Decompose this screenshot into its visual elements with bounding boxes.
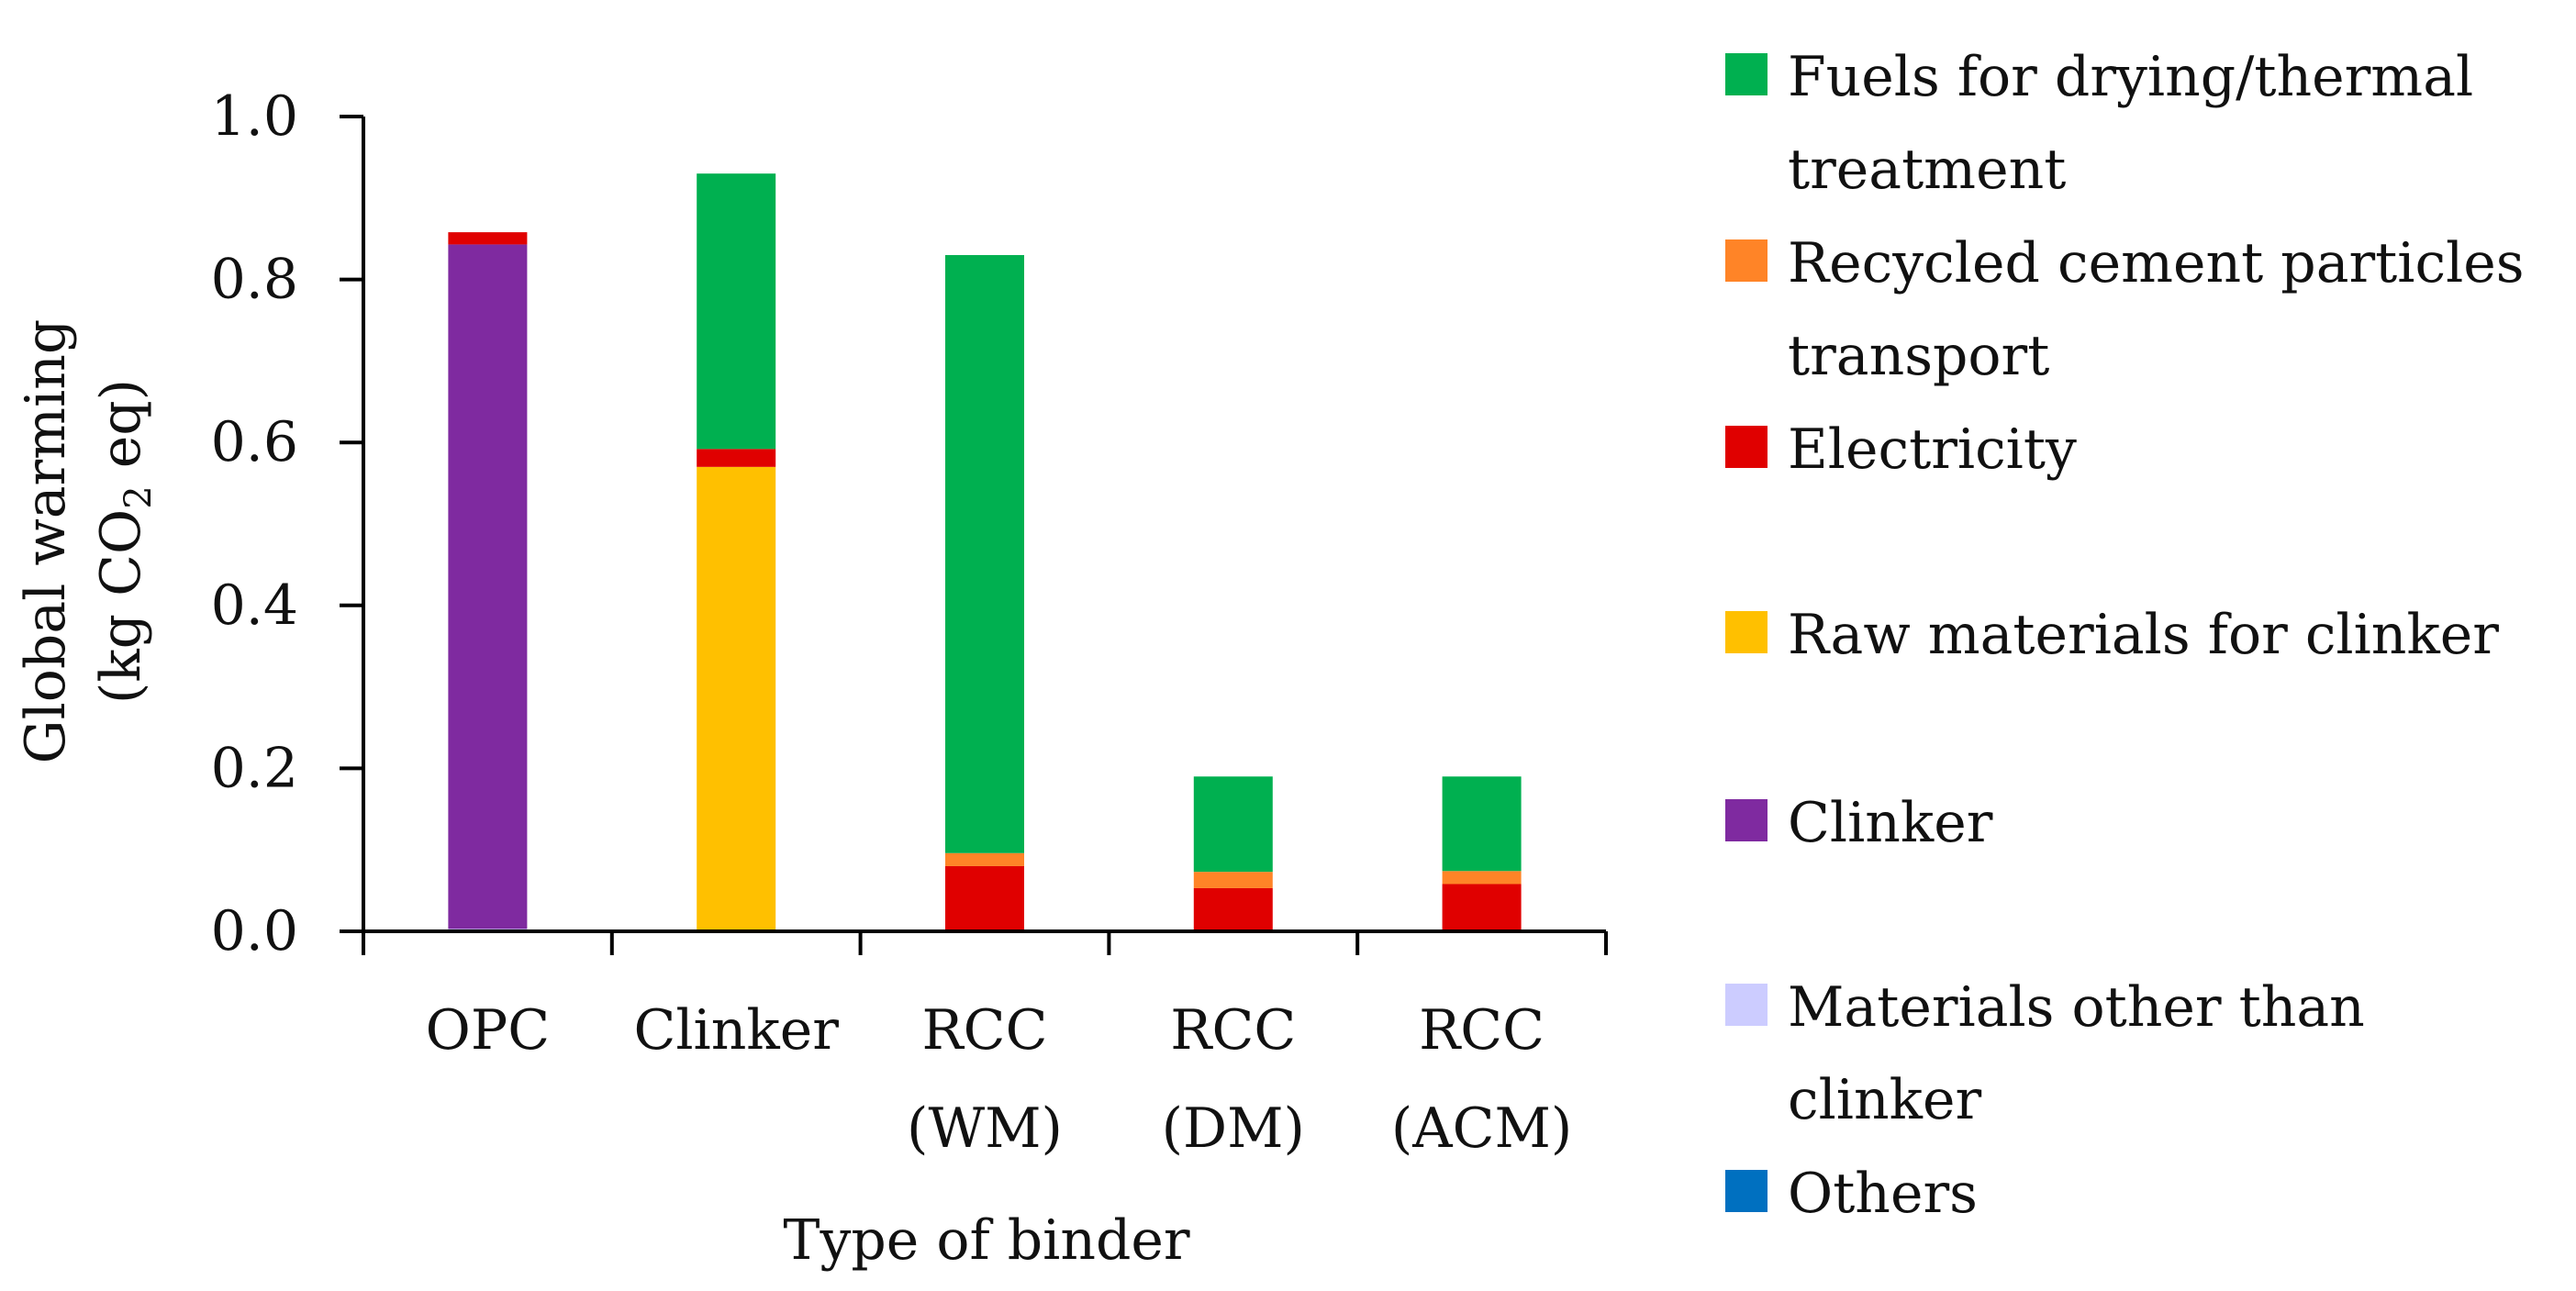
legend-label-1-line2: transport bbox=[1788, 324, 2049, 388]
y-axis-title-line1: Global warming bbox=[14, 319, 78, 764]
y-tick-label-1: 0.2 bbox=[211, 736, 298, 800]
x-tick-label-1: Clinker bbox=[633, 998, 839, 1063]
x-tick-label-3: RCC bbox=[1170, 998, 1296, 1063]
legend-label-3: Raw materials for clinker bbox=[1788, 603, 2499, 667]
x-tick-label-2-line2: (WM) bbox=[907, 1096, 1063, 1161]
x-tick-label-0: OPC bbox=[426, 998, 550, 1063]
legend-swatch-2 bbox=[1725, 426, 1768, 468]
bars-layer bbox=[448, 173, 1522, 931]
bar-segment-6-cat-4 bbox=[1442, 776, 1522, 872]
y-tick-label-2: 0.4 bbox=[211, 573, 298, 638]
bar-segment-4-cat-4 bbox=[1442, 884, 1522, 931]
bar-segment-6-cat-3 bbox=[1193, 776, 1273, 873]
legend-swatch-5 bbox=[1725, 984, 1768, 1026]
x-tick-label-3-line2: (DM) bbox=[1162, 1096, 1305, 1161]
legend-label-0: Fuels for drying/thermal bbox=[1788, 45, 2473, 109]
legend: Fuels for drying/thermal treatment Recycle… bbox=[1725, 45, 2525, 1226]
y-tick-label-0: 0.0 bbox=[211, 899, 298, 963]
bar-segment-4-cat-0 bbox=[448, 232, 528, 245]
bar-segment-6-cat-1 bbox=[697, 173, 776, 450]
legend-swatch-6 bbox=[1725, 1170, 1768, 1212]
bar-segment-2-cat-0 bbox=[448, 244, 528, 929]
legend-label-4: Clinker bbox=[1788, 791, 1993, 855]
x-tick-label-4: RCC bbox=[1419, 998, 1544, 1063]
y-tick-label-4: 0.8 bbox=[211, 248, 298, 312]
y-axis-title-line2: (kg CO2 eq) bbox=[89, 379, 160, 704]
legend-label-5: Materials other than bbox=[1788, 975, 2365, 1040]
legend-swatch-1 bbox=[1725, 239, 1768, 282]
legend-swatch-4 bbox=[1725, 799, 1768, 841]
legend-swatch-3 bbox=[1725, 611, 1768, 653]
axes-layer: OPC Clinker RCC (WM) RCC (DM) RCC (ACM) 0.0 0.2 0.… bbox=[211, 84, 1608, 1161]
legend-label-0-line2: treatment bbox=[1788, 138, 2066, 202]
legend-swatch-0 bbox=[1725, 53, 1768, 95]
y-tick-label-5: 1.0 bbox=[211, 84, 298, 149]
legend-label-5-line2: clinker bbox=[1788, 1068, 1981, 1132]
bar-segment-4-cat-2 bbox=[945, 865, 1024, 931]
bar-segment-3-cat-1 bbox=[697, 466, 776, 931]
x-axis-title: Type of binder bbox=[783, 1208, 1189, 1273]
y-axis-title-subscript: 2 bbox=[117, 485, 160, 508]
legend-label-2: Electricity bbox=[1788, 417, 2077, 482]
legend-label-1: Recycled cement particles bbox=[1788, 231, 2525, 295]
bar-segment-4-cat-3 bbox=[1193, 887, 1273, 931]
bar-segment-4-cat-1 bbox=[697, 449, 776, 467]
y-axis-title-prefix: (kg CO bbox=[89, 509, 153, 704]
x-tick-label-2: RCC bbox=[922, 998, 1048, 1063]
y-tick-label-3: 0.6 bbox=[211, 410, 298, 474]
y-axis-title-suffix: eq) bbox=[89, 379, 153, 485]
bar-segment-5-cat-2 bbox=[945, 852, 1024, 866]
x-tick-label-4-line2: (ACM) bbox=[1391, 1096, 1573, 1161]
bar-segment-5-cat-3 bbox=[1193, 872, 1273, 888]
legend-label-6: Others bbox=[1788, 1162, 1978, 1226]
bar-segment-5-cat-4 bbox=[1442, 871, 1522, 885]
bar-segment-6-cat-2 bbox=[945, 254, 1024, 853]
